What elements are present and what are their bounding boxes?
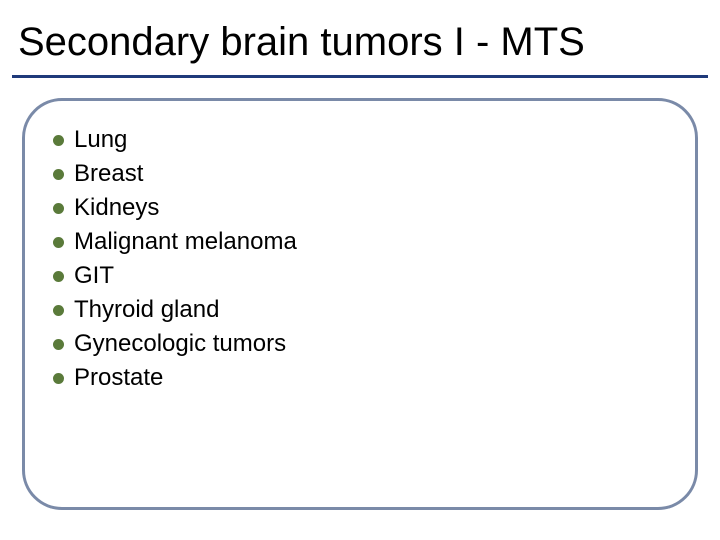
list-item: Kidneys [53, 193, 667, 223]
bullet-text: Malignant melanoma [74, 227, 297, 257]
slide: Secondary brain tumors I - MTS Lung Brea… [0, 0, 720, 540]
bullet-icon [53, 271, 64, 282]
bullet-icon [53, 237, 64, 248]
bullet-icon [53, 135, 64, 146]
bullet-text: Thyroid gland [74, 295, 219, 325]
list-item: Prostate [53, 363, 667, 393]
bullet-icon [53, 203, 64, 214]
bullet-icon [53, 339, 64, 350]
slide-title: Secondary brain tumors I - MTS [18, 20, 585, 64]
bullet-text: GIT [74, 261, 114, 291]
bullet-text: Gynecologic tumors [74, 329, 286, 359]
bullet-icon [53, 305, 64, 316]
list-item: Malignant melanoma [53, 227, 667, 257]
bullet-icon [53, 373, 64, 384]
bullet-text: Breast [74, 159, 143, 189]
bullet-text: Prostate [74, 363, 163, 393]
bullet-icon [53, 169, 64, 180]
list-item: Breast [53, 159, 667, 189]
content-box: Lung Breast Kidneys Malignant melanoma G… [22, 98, 698, 510]
bullet-text: Lung [74, 125, 127, 155]
list-item: Lung [53, 125, 667, 155]
list-item: Thyroid gland [53, 295, 667, 325]
title-bar: Secondary brain tumors I - MTS [12, 8, 708, 78]
bullet-text: Kidneys [74, 193, 159, 223]
bullet-list: Lung Breast Kidneys Malignant melanoma G… [53, 125, 667, 393]
list-item: GIT [53, 261, 667, 291]
list-item: Gynecologic tumors [53, 329, 667, 359]
